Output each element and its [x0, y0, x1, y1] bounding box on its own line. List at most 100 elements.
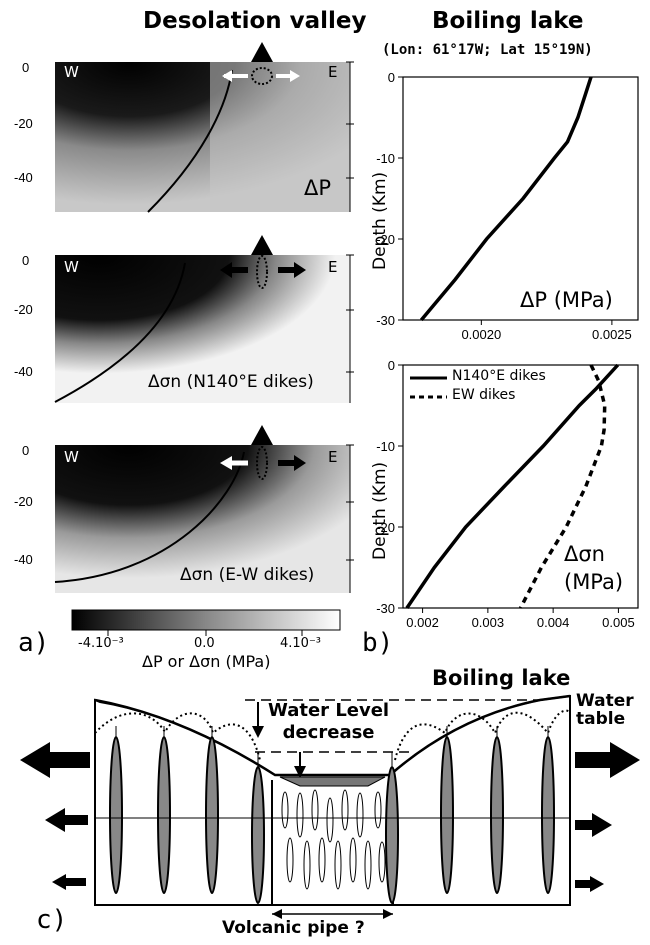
map-ew-ytick-40: -40 — [14, 552, 33, 567]
map-ew-west-label: W — [64, 448, 79, 466]
water-table-line-2: table — [576, 709, 626, 729]
map-n140-ytick-20: -20 — [14, 302, 33, 317]
legend-n140-label: N140°E dikes — [452, 368, 546, 384]
x-tick-label: 0.002 — [406, 615, 439, 630]
chart-dp-xlabel: ΔP (MPa) — [520, 288, 613, 312]
black-arrowhead-right-2 — [294, 262, 306, 278]
x-tick-label: 0.005 — [602, 615, 635, 630]
lake — [279, 776, 386, 787]
diagram-c — [20, 694, 640, 919]
title-boiling-lake: Boiling lake — [432, 8, 584, 34]
water-table — [94, 709, 571, 761]
water-level-text: Water Level — [268, 700, 390, 721]
water-table-line-1: Water — [576, 691, 634, 711]
chart-dp-plot: 0 -10 -20 -30 0.0020 0.0025 — [376, 70, 632, 342]
panel-letter-c: c) — [36, 905, 68, 935]
title-desolation-valley: Desolation valley — [143, 8, 367, 34]
big-arrow-left-1 — [20, 742, 90, 778]
dikes — [109, 736, 555, 904]
volcano-marker-3 — [251, 425, 273, 445]
volcanic-pipe-label: Volcanic pipe ? — [222, 918, 365, 938]
map-dp-east-label: E — [328, 63, 338, 81]
white-arrowhead-left-1 — [222, 70, 232, 82]
map-n140-ytick-0: 0 — [22, 253, 30, 268]
map-ew-field — [55, 445, 350, 593]
map-dp-ytick-40: -40 — [14, 170, 33, 185]
colorbar — [71, 609, 341, 631]
map-dp-west-label: W — [64, 63, 79, 81]
panel-letter-b: b) — [362, 628, 394, 658]
map-ew-ytick-0: 0 — [22, 443, 30, 458]
map-dp-quantity-label: ΔP — [304, 176, 332, 200]
map-ew-east-label: E — [328, 448, 338, 466]
boiling-lake-coordinates: (Lon: 61°17W; Lat 15°19N) — [382, 42, 593, 58]
chart-dp-frame — [402, 76, 639, 321]
big-arrow-right-2 — [575, 813, 612, 837]
white-arrowhead-right-1 — [290, 70, 300, 82]
chart-dsn-ylabel: Depth (Km) — [370, 461, 390, 560]
white-arrowhead-left-3 — [220, 456, 232, 470]
map-ew — [54, 425, 350, 593]
colorbar-tick-zero: 0.0 — [194, 636, 215, 651]
map-dp-zero-contour — [147, 69, 233, 213]
panel-letter-a: a) — [18, 628, 50, 658]
legend-ew-label: EW dikes — [452, 387, 516, 403]
y-tick-label: -10 — [376, 439, 395, 454]
map-n140-quantity-label: Δσn (N140°E dikes) — [148, 372, 314, 392]
dike-2 — [256, 255, 268, 289]
colorbar-tick-pos: 4.10⁻³ — [280, 636, 322, 651]
map-n140-west-label: W — [64, 258, 79, 276]
colorbar-label: ΔP or Δσn (MPa) — [142, 652, 271, 671]
y-tick-label: -20 — [376, 232, 395, 247]
big-arrow-left-2 — [45, 808, 88, 832]
topography — [94, 694, 571, 777]
volcano-marker-1 — [251, 42, 273, 62]
map-n140-zero-contour — [54, 262, 186, 403]
chart-dsn-xlabel: Δσn (MPa) — [564, 542, 624, 594]
map-dp-ytick-20: -20 — [14, 116, 33, 131]
map-axes — [346, 61, 354, 593]
x-tick-label: 0.0025 — [592, 327, 632, 342]
map-n140-ytick-40: -40 — [14, 364, 33, 379]
colorbar-tick-neg: -4.10⁻³ — [78, 636, 124, 651]
map-n140-field — [55, 255, 350, 403]
series-line-1 — [518, 364, 607, 609]
y-tick-label: -30 — [376, 601, 395, 616]
map-n140-east-label: E — [328, 258, 338, 276]
y-tick-label: -10 — [376, 151, 395, 166]
decrease-text: decrease — [282, 722, 375, 743]
big-arrow-right-3 — [575, 876, 604, 892]
x-tick-label: 0.0020 — [461, 327, 501, 342]
map-n140 — [54, 235, 350, 403]
map-ew-quantity-label: Δσn (E-W dikes) — [180, 565, 315, 585]
y-tick-label: 0 — [388, 70, 395, 85]
map-ew-zero-contour — [54, 451, 245, 583]
pipe-fractures — [281, 789, 386, 890]
water-level-decrease-label: Water Level decrease — [268, 700, 389, 744]
water-table-label: Water table — [576, 692, 634, 728]
series-line-0 — [419, 76, 593, 322]
magma-chamber-1 — [251, 67, 273, 85]
x-tick-label: 0.003 — [472, 615, 505, 630]
y-tick-label: -30 — [376, 313, 395, 328]
x-tick-label: 0.004 — [537, 615, 570, 630]
chart-dsn-plot: 0 -10 -20 -30 0.002 0.003 0.004 0.005 — [376, 358, 634, 630]
diagram-boiling-lake-label: Boiling lake — [432, 666, 571, 690]
legend-lines — [410, 376, 447, 399]
chart-dp-ylabel: Depth (Km) — [370, 171, 390, 270]
big-arrow-right-1 — [575, 742, 640, 778]
map-dp-ytick-0: 0 — [22, 60, 30, 75]
black-arrowhead-right-3 — [294, 455, 306, 471]
series-line-0 — [405, 363, 620, 609]
black-arrowhead-left-2 — [220, 262, 232, 278]
big-arrow-left-3 — [52, 874, 86, 890]
colorbar-ticks — [107, 630, 303, 636]
map-dp — [55, 42, 350, 213]
volcano-marker-2 — [251, 235, 273, 255]
dike-3 — [256, 446, 268, 480]
y-tick-label: 0 — [388, 358, 395, 373]
map-dp-east-shade — [210, 62, 350, 212]
y-tick-label: -20 — [376, 520, 395, 535]
map-ew-ytick-20: -20 — [14, 494, 33, 509]
